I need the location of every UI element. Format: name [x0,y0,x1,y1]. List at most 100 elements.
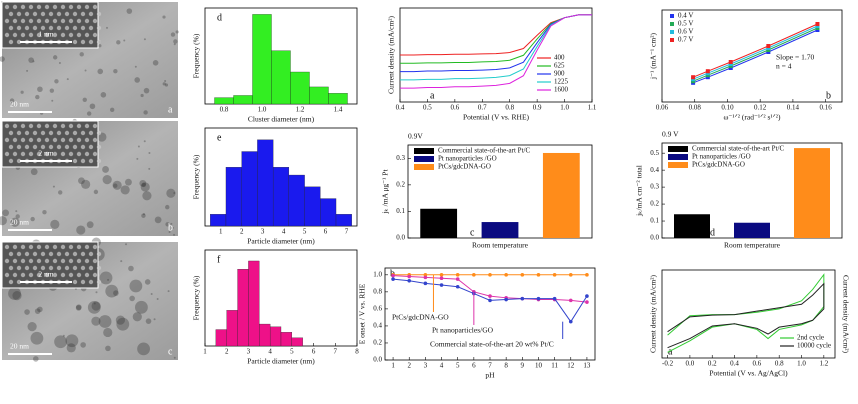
particle [15,210,18,213]
x-tick-label: 6 [472,362,476,370]
particle [140,182,150,192]
x-tick-label: 0.6 [752,360,761,368]
lattice-dot [24,144,30,150]
lattice-dot [92,32,98,38]
y-tick-label: 0.1 [650,217,659,225]
particle [89,103,96,110]
x-axis-label: Particle diameter (nm) [247,357,315,366]
marker [705,69,710,74]
lattice-dot [88,39,94,45]
x-tick-label: 0.06 [656,104,669,112]
lattice-dot [84,32,90,38]
inset-scale-label: 2 nm [38,149,53,158]
lattice-dot [60,4,66,10]
scale-label: 20 nm [10,342,29,351]
lattice-dot [88,130,94,136]
inset-scale-label: 1 nm [38,30,53,39]
lattice-dot [36,123,42,129]
marker [585,300,589,304]
lattice-dot [4,244,10,250]
y-axis-label: Frequency (%) [192,154,201,199]
lattice-dot [8,39,14,45]
lattice-dot [88,265,94,271]
lattice-dot [96,11,102,17]
marker [423,275,428,280]
lattice-dot [44,18,50,24]
particle [170,32,176,37]
panel-label: f [217,254,221,265]
particle [139,179,147,187]
marker [423,281,428,286]
particle [87,300,101,314]
legend-swatch [668,154,688,160]
lattice-dot [76,137,82,143]
lattice-dot [4,272,10,278]
particle [113,69,118,74]
y-axis-label: jₖ /mA μg⁻¹ Pt [381,169,390,215]
lattice-dot [24,11,30,17]
particle [113,290,119,296]
lattice-dot [16,144,22,150]
particle [98,44,102,48]
x-tick-label: 8 [355,348,359,356]
x-axis-label: Potential (V vs. Ag/AgCl) [709,369,788,378]
lattice-dot [84,151,90,157]
particle [80,342,86,348]
lattice-dot [72,144,78,150]
bar [734,222,770,238]
particle [81,179,91,189]
marker [488,298,492,303]
y-axis-label: Current density (mA/cm²) [649,274,658,353]
lattice-dot [48,144,54,150]
lattice-dot [44,272,50,278]
y-axis-label: jₖ/mA cm⁻² total [635,165,644,217]
y-tick-label: 0.2 [396,180,405,188]
particle [66,343,76,353]
x-tick-label: 1.0 [560,104,569,112]
panel-label: b [826,90,831,101]
lattice-dot [36,151,42,157]
plot-frame [661,9,843,103]
lattice-dot [20,32,26,38]
legend-label: 10000 cycle [797,342,831,350]
particle [141,182,146,188]
series-line [667,282,825,349]
particle [164,83,169,87]
lattice-dot [32,144,38,150]
inset-scale-label: 2 nm [38,270,53,279]
particle [116,40,121,45]
lattice-dot [68,244,74,250]
particle [33,356,39,362]
particle [173,39,178,44]
particle [2,209,10,217]
particle [62,334,65,337]
lattice-dot [28,18,34,24]
lattice-dot [12,32,18,38]
lattice-dot [40,251,46,257]
lattice-dot [60,123,66,129]
lattice-dot [68,137,74,143]
y-tick-label: 0.0 [373,356,382,364]
lattice-dot [60,272,66,278]
x-tick-label: 0.08 [689,104,702,112]
lattice-dot [4,151,10,157]
particle [76,304,82,310]
particle [102,175,112,185]
particle [34,308,41,314]
y-tick-label: 0.0 [396,234,405,242]
particle [0,216,7,226]
lattice-dot [96,265,102,271]
particle [150,293,153,296]
marker [766,44,771,48]
lattice-dot [20,123,26,129]
y-axis-label: j⁻¹ (mA⁻¹ cm²) [649,33,658,80]
lattice-dot [68,32,74,38]
lattice-dot [48,130,54,136]
lattice-dot [96,25,102,31]
particle [148,167,151,170]
particle [76,225,86,235]
particle [173,233,176,236]
legend-swatch [670,38,674,42]
lattice-dot [4,258,10,264]
histogram-bar [291,337,303,347]
